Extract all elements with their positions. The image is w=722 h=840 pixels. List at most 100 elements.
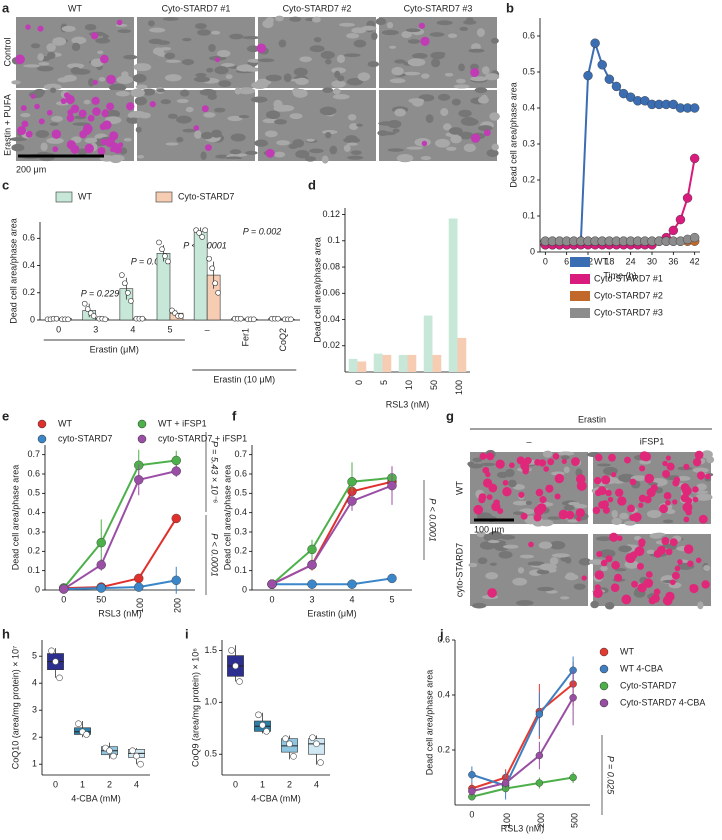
cell: [381, 29, 400, 36]
dead-cell: [593, 588, 603, 599]
dead-cell: [687, 560, 694, 567]
cell: [402, 71, 421, 76]
cell: [392, 128, 400, 133]
cell: [624, 520, 636, 526]
point: [96, 560, 106, 570]
row-label: cyto-STARD7: [454, 543, 464, 597]
dead-cell: [595, 453, 603, 462]
x-tick-label: 6: [564, 256, 569, 266]
annotation: P = 0.229: [81, 288, 119, 298]
x-axis-label: 4-CBA (mM): [71, 793, 121, 803]
cell: [194, 23, 207, 30]
cell: [447, 33, 458, 38]
cell: [396, 154, 414, 163]
x-tick-label: 0: [53, 779, 58, 789]
cell: [292, 87, 301, 95]
cell: [152, 47, 165, 55]
replicate-point: [159, 246, 165, 253]
cell: [649, 533, 663, 539]
dead-cell: [20, 105, 27, 112]
dead-cell: [545, 484, 554, 493]
dead-cell: [106, 102, 115, 111]
cell: [251, 81, 269, 89]
cell: [343, 144, 351, 152]
cell: [421, 73, 430, 79]
legend-swatch: [570, 274, 590, 284]
chart: h 1 2 3 4 5 0 1 2 4 CoQ10 (area/mg protein) × 10⁷ 4…: [2, 626, 150, 803]
bar: [407, 354, 417, 372]
cell: [503, 544, 519, 549]
dead-cell: [534, 505, 544, 516]
cell: [444, 72, 454, 77]
dead-cell: [594, 489, 602, 497]
cell: [117, 29, 132, 34]
replicate-point: [133, 752, 140, 760]
point: [597, 60, 607, 70]
point: [682, 193, 693, 203]
dead-cell: [608, 453, 616, 462]
cell: [549, 540, 566, 550]
cell: [265, 74, 282, 82]
legend-swatch: [155, 191, 173, 203]
dead-cell: [629, 551, 638, 560]
dead-cell: [66, 140, 76, 150]
dead-cell: [65, 94, 75, 105]
x-tick-label: 0: [543, 256, 548, 266]
x-tick-label: 100: [502, 813, 512, 828]
cell: [458, 63, 465, 72]
cell: [490, 37, 499, 44]
legend-label: Cyto-STARD7 #3: [594, 307, 663, 317]
cell: [611, 517, 623, 525]
y-axis-label: Dead cell area/phase area: [8, 218, 18, 324]
cell: [349, 123, 359, 130]
dead-cell: [624, 456, 631, 464]
replicate-point: [282, 735, 289, 742]
legend-swatch: [599, 647, 609, 657]
replicate-point: [75, 720, 82, 728]
dead-cell: [631, 580, 639, 588]
cell: [306, 138, 315, 142]
dead-cell: [639, 465, 646, 472]
y-tick-label: 0.3: [522, 138, 535, 148]
cell: [420, 156, 432, 161]
dead-cell: [659, 504, 669, 514]
point: [535, 779, 544, 787]
legend-swatch: [137, 419, 147, 429]
cell: [485, 572, 499, 580]
dead-cell: [97, 146, 106, 155]
cell: [246, 45, 260, 53]
legend-label: Cyto-STARD7: [620, 680, 676, 690]
bar: [423, 315, 433, 372]
dead-cell: [37, 25, 44, 32]
x-tick-label: 4: [314, 779, 319, 789]
legend-swatch: [37, 419, 47, 429]
cell: [211, 30, 221, 35]
point: [569, 773, 577, 782]
micrograph: [375, 17, 500, 89]
replicate-point: [290, 753, 297, 760]
x-tick-label: 30: [647, 256, 657, 266]
dead-cell: [487, 588, 497, 598]
cell: [165, 59, 181, 63]
y-axis-label: CoQ9 (area/mg protein) × 10⁶: [190, 648, 200, 767]
cell: [525, 500, 532, 505]
dead-cell: [677, 559, 683, 565]
cell: [378, 121, 396, 126]
cell: [412, 98, 424, 107]
cell: [665, 509, 676, 515]
dead-cell: [637, 583, 647, 593]
cell: [405, 28, 421, 33]
bar: [382, 354, 392, 372]
row-label: Control: [2, 37, 12, 66]
replicate-point: [125, 289, 131, 296]
cell: [137, 154, 145, 159]
cell: [195, 72, 207, 78]
x-tick-label: 50: [429, 380, 439, 390]
cell: [468, 48, 485, 53]
cell: [11, 80, 21, 85]
cell: [375, 17, 387, 26]
point: [535, 751, 544, 760]
y-tick-label: 0.08: [322, 261, 340, 271]
cell: [88, 78, 95, 87]
cell: [312, 16, 321, 23]
